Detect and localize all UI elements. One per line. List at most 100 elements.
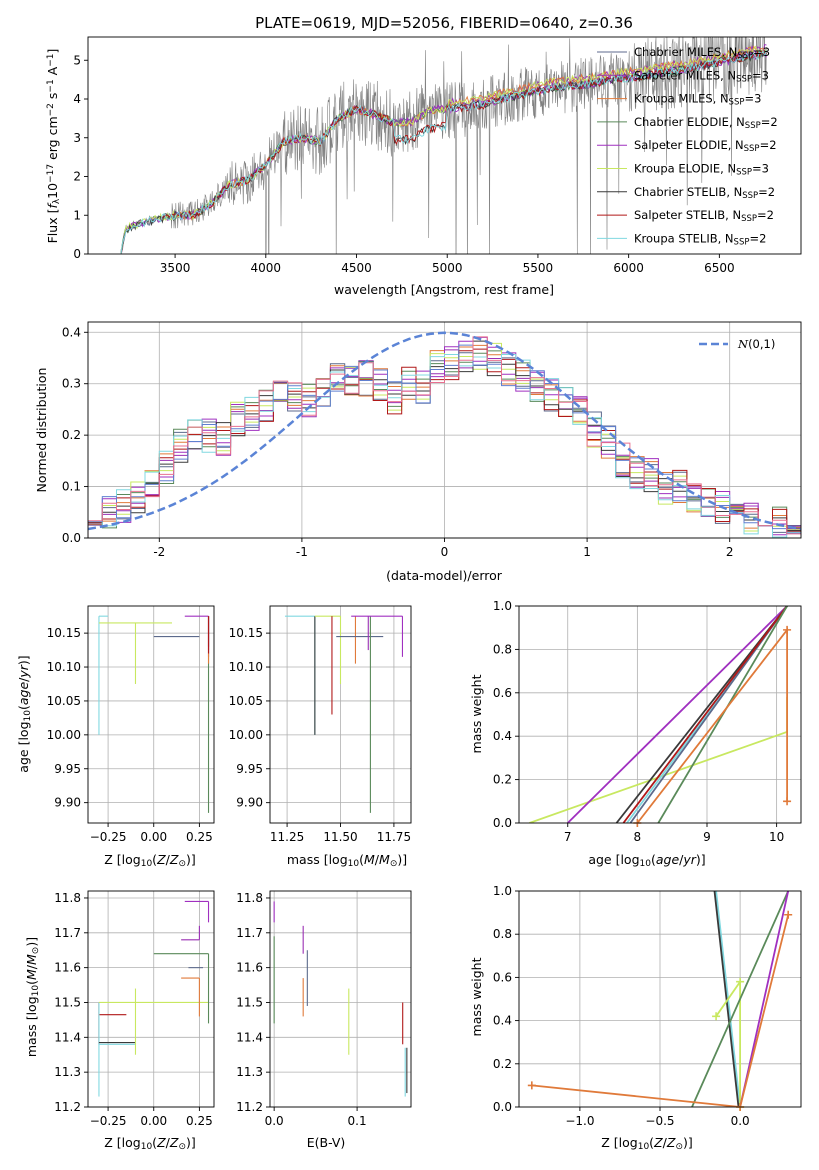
histogram-ylabel: Normed distribution bbox=[34, 368, 49, 493]
legend-entry: Kroupa STELIB, NSSP=2 bbox=[634, 231, 766, 247]
x-tick-label: 11.25 bbox=[270, 830, 304, 844]
residual-histogram-panel: Normed distribution (data-model)/error -… bbox=[34, 321, 802, 583]
svg-text:Flux [fλ10−17 erg cm−2 s−1 A−1: Flux [fλ10−17 erg cm−2 s−1 A−1] bbox=[45, 49, 62, 244]
svg-text:mass [log10(M/M⊙)]: mass [log10(M/M⊙)] bbox=[24, 937, 41, 1057]
x-tick-label: 6500 bbox=[704, 261, 735, 275]
spectrum-panel: Flux [fλ10−17 erg cm−2 s−1 A−1] waveleng… bbox=[45, 36, 802, 297]
legend-entry: Salpeter STELIB, NSSP=2 bbox=[634, 208, 774, 224]
mass-z-xlabel: Z [log10(Z/Z⊙)] bbox=[104, 1135, 196, 1152]
axes-frame bbox=[518, 890, 802, 1108]
y-tick-label: 10.00 bbox=[229, 728, 263, 742]
weight-series-line bbox=[636, 627, 788, 823]
model-spectrum-line bbox=[120, 45, 767, 254]
spectrum-legend: Chabrier MILES, NSSP=3 Salpeter MILES, NS… bbox=[597, 45, 778, 248]
y-tick-label: 11.2 bbox=[54, 1100, 81, 1114]
y-tick-label: 0.8 bbox=[493, 927, 512, 941]
histogram-series bbox=[88, 336, 801, 538]
y-tick-label: 11.3 bbox=[236, 1065, 263, 1079]
x-tick-label: 0.1 bbox=[348, 1114, 367, 1128]
axes-frame bbox=[518, 605, 802, 824]
x-tick-label: 0.0 bbox=[731, 1114, 750, 1128]
svg-text:age [log10(age/yr)]: age [log10(age/yr)] bbox=[588, 852, 705, 869]
y-tick-label: 10.10 bbox=[229, 660, 263, 674]
spectrum-xlabel: wavelength [Angstrom, rest frame] bbox=[334, 282, 554, 297]
y-tick-label: 11.5 bbox=[236, 995, 263, 1009]
x-tick-label: 0.00 bbox=[140, 1114, 167, 1128]
svg-text:mass [log10(M/M⊙)]: mass [log10(M/M⊙)] bbox=[287, 852, 407, 869]
errorbar-point bbox=[98, 1002, 136, 1097]
weight-series-line bbox=[531, 914, 790, 1107]
series-marker bbox=[783, 625, 792, 634]
x-tick-label: 0.0 bbox=[265, 1114, 284, 1128]
legend-entry: Salpeter MILES, NSSP=3 bbox=[634, 68, 769, 84]
tick-labels: 3500 4000 4500 5000 5500 6000 6500 0 1 2 3 4 5 bbox=[73, 53, 734, 275]
axes-frame bbox=[87, 321, 802, 539]
y-tick-label: 1.0 bbox=[493, 884, 512, 898]
y-tick-label: 9.90 bbox=[236, 796, 263, 810]
axes-frame bbox=[87, 890, 215, 1108]
x-tick-label: −1.0 bbox=[565, 1114, 594, 1128]
y-tick-label: 11.7 bbox=[54, 926, 81, 940]
errorbar-point bbox=[98, 615, 109, 735]
y-tick-label: 1.0 bbox=[493, 599, 512, 613]
y-tick-label: 0.4 bbox=[493, 729, 512, 743]
legend-entry: Salpeter ELODIE, NSSP=2 bbox=[634, 138, 777, 154]
series-marker bbox=[527, 1081, 536, 1090]
y-tick-label: 4 bbox=[73, 92, 81, 106]
weight-age-xlabel: age [log10(age/yr)] bbox=[588, 852, 705, 869]
y-tick-label: 11.3 bbox=[54, 1065, 81, 1079]
gridlines bbox=[88, 606, 214, 823]
tick-labels: 11.25 11.50 11.75 9.90 9.95 10.00 10.05 10.10 10… bbox=[229, 626, 411, 844]
weight-series-line bbox=[629, 606, 788, 823]
age-mass-xlabel: mass [log10(M/M⊙)] bbox=[287, 852, 407, 869]
legend-entry: Chabrier STELIB, NSSP=2 bbox=[634, 185, 775, 201]
y-tick-label: 0.2 bbox=[62, 428, 81, 442]
y-tick-label: 11.6 bbox=[236, 961, 263, 975]
y-tick-label: 10.05 bbox=[229, 694, 263, 708]
legend-entry: Kroupa MILES, NSSP=3 bbox=[634, 92, 761, 108]
y-tick-label: 11.4 bbox=[54, 1030, 81, 1044]
mass-z-ylabel: mass [log10(M/M⊙)] bbox=[24, 937, 41, 1057]
weight-vs-metallicity-panel: mass weight Z [log10(Z/Z⊙)] −1.0 −0.5 0.0 0… bbox=[469, 884, 802, 1152]
weight-series-line bbox=[691, 891, 790, 1107]
y-tick-label: 11.2 bbox=[236, 1100, 263, 1114]
mass-ebv-xlabel: E(B-V) bbox=[307, 1135, 346, 1150]
y-tick-label: 11.7 bbox=[236, 926, 263, 940]
x-tick-label: 9 bbox=[703, 830, 711, 844]
x-tick-label: 5500 bbox=[523, 261, 554, 275]
y-tick-label: 0 bbox=[73, 247, 81, 261]
gridlines bbox=[88, 891, 214, 1108]
spectrum-ylabel: Flux [fλ10−17 erg cm−2 s−1 A−1] bbox=[45, 49, 62, 244]
series-marker bbox=[783, 797, 792, 806]
y-tick-label: 0.3 bbox=[62, 377, 81, 391]
series-marker bbox=[784, 910, 793, 919]
weight-series-line bbox=[622, 606, 788, 823]
weight-series bbox=[657, 606, 788, 823]
legend-entry: Chabrier ELODIE, NSSP=2 bbox=[634, 115, 778, 131]
y-tick-label: 11.8 bbox=[54, 891, 81, 905]
y-tick-label: 0.0 bbox=[62, 531, 81, 545]
tick-labels: −1.0 −0.5 0.0 0.0 0.2 0.4 0.6 0.8 1.0 bbox=[493, 884, 750, 1128]
y-tick-label: 0.2 bbox=[493, 1057, 512, 1071]
tick-labels: −0.25 0.00 0.25 9.90 9.95 10.00 10.05 10.10 10.1… bbox=[47, 626, 213, 844]
x-tick-label: 2 bbox=[726, 545, 734, 559]
y-tick-label: 10.05 bbox=[47, 694, 81, 708]
weight-series-line bbox=[657, 606, 788, 823]
y-tick-label: 11.5 bbox=[54, 995, 81, 1009]
svg-text:Z [log10(Z/Z⊙)]: Z [log10(Z/Z⊙)] bbox=[104, 1135, 196, 1152]
age-vs-mass-panel: mass [log10(M/M⊙)] 11.25 11.50 11.75 9.90 9.… bbox=[229, 605, 412, 869]
weight-series bbox=[713, 891, 740, 1107]
x-tick-label: 6000 bbox=[613, 261, 644, 275]
legend-entry: Chabrier MILES, NSSP=3 bbox=[634, 45, 770, 61]
y-tick-label: 11.6 bbox=[54, 961, 81, 975]
weight-z-xlabel: Z [log10(Z/Z⊙)] bbox=[601, 1135, 693, 1152]
legend-entry: Kroupa ELODIE, NSSP=3 bbox=[634, 162, 769, 178]
svg-text:Z [log10(Z/Z⊙)]: Z [log10(Z/Z⊙)] bbox=[601, 1135, 693, 1152]
errorbar-point bbox=[98, 1002, 127, 1045]
weight-series bbox=[633, 625, 792, 827]
svg-text:age [log10(age/yr)]: age [log10(age/yr)] bbox=[16, 655, 33, 772]
y-tick-label: 10.15 bbox=[229, 626, 263, 640]
age-vs-metallicity-panel: age [log10(age/yr)] Z [log10(Z/Z⊙)] −0.2… bbox=[16, 605, 215, 869]
errorbar-point bbox=[153, 953, 210, 1024]
